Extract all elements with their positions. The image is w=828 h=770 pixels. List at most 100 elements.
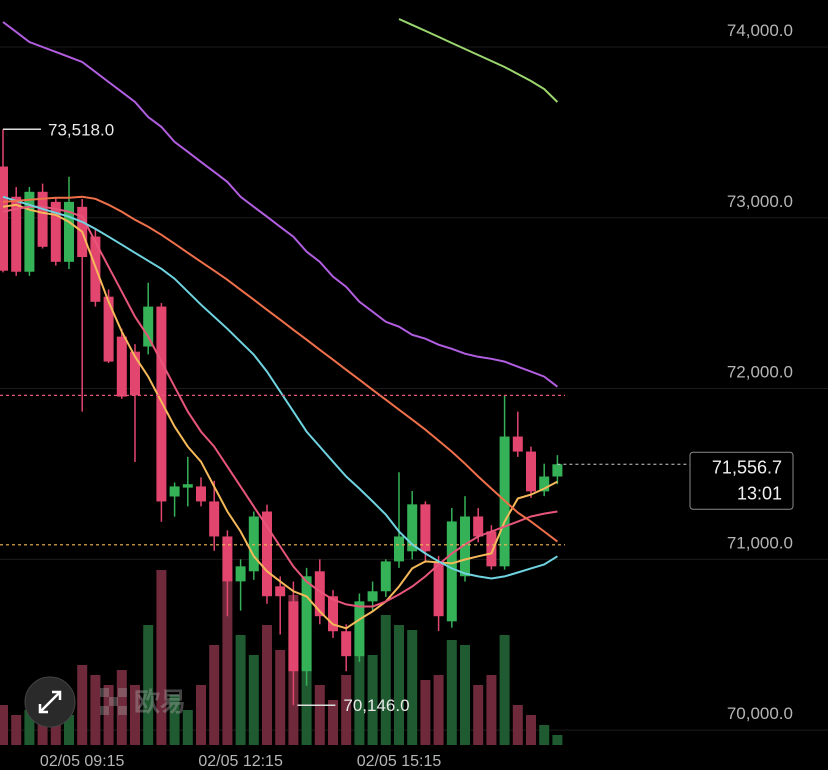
y-tick-label: 70,000.0: [727, 704, 793, 723]
candle-body: [420, 504, 431, 552]
candle-body: [50, 201, 61, 262]
volume-bar: [380, 615, 391, 745]
volume-bar: [156, 570, 167, 745]
volume-bar: [11, 715, 22, 745]
y-tick-label: 72,000.0: [727, 363, 793, 382]
volume-bar: [116, 670, 127, 745]
high-marker-label: 73,518.0: [48, 120, 114, 139]
candle-body: [275, 586, 286, 597]
candle-body: [301, 576, 312, 672]
volume-bar: [90, 675, 101, 745]
watermark-logo: [100, 688, 127, 715]
candle-body: [539, 476, 550, 492]
candle-body: [116, 336, 127, 397]
candle-body: [24, 191, 35, 272]
volume-bar: [37, 720, 48, 745]
candle-body: [169, 486, 180, 497]
volume-bar: [486, 675, 497, 745]
candle-body: [328, 596, 338, 632]
volume-bar: [196, 685, 206, 745]
volume-bar: [394, 625, 404, 745]
candle-body: [367, 591, 378, 602]
low-marker-label: 70,146.0: [343, 696, 409, 715]
candle-body: [288, 601, 299, 672]
candle-body: [433, 561, 444, 617]
ma-line: [398, 18, 559, 103]
volume-bar: [354, 635, 365, 745]
y-tick-label: 73,000.0: [727, 192, 793, 211]
candle-body: [235, 566, 246, 582]
volume-bar: [328, 700, 338, 745]
volume-bar: [367, 655, 378, 745]
volume-bar: [143, 625, 154, 745]
candle-body: [394, 536, 404, 562]
expand-button[interactable]: [24, 676, 76, 728]
ma-line: [2, 195, 558, 580]
overlay-layer: 73,518.0 70,146.0 71,556.7 13:01: [0, 120, 794, 715]
volume-bar: [512, 705, 523, 745]
x-tick-label: 02/05 15:15: [357, 753, 442, 770]
volume-bar: [222, 570, 233, 745]
volume-bar: [235, 635, 246, 745]
volume-bar: [433, 675, 444, 745]
x-tick-label: 02/05 12:15: [198, 753, 283, 770]
candle-body: [130, 351, 140, 396]
candle-body: [11, 196, 22, 272]
volume-bar: [314, 685, 325, 745]
volume-bar: [103, 685, 114, 745]
volume-bar: [209, 645, 220, 745]
volume-bar: [275, 650, 286, 745]
candle-body: [526, 451, 536, 492]
candle-body: [64, 201, 74, 262]
candle-body: [407, 504, 418, 552]
candle-body: [314, 571, 325, 617]
candle-body: [0, 166, 8, 271]
candle-body: [552, 464, 563, 477]
candle-body: [262, 511, 272, 597]
candle-body: [196, 486, 206, 502]
candle-body: [156, 306, 167, 502]
candle-body: [486, 531, 497, 567]
y-tick-label: 74,000.0: [727, 21, 793, 40]
volume-bar: [460, 645, 470, 745]
volume-bar: [130, 685, 140, 745]
candle-body: [209, 501, 220, 537]
countdown-label: 13:01: [737, 483, 782, 503]
candle-body: [460, 516, 470, 577]
volume-bar: [473, 685, 484, 745]
ma-line: [2, 203, 558, 630]
y-tick-label: 71,000.0: [727, 533, 793, 552]
volume-bar: [169, 695, 180, 745]
candle-body: [380, 561, 391, 592]
ma-line: [2, 195, 559, 543]
volume-bar: [262, 625, 272, 745]
watermark: 欧易: [134, 687, 186, 717]
current-price-box: [689, 451, 794, 510]
volume-bar: [407, 630, 418, 745]
candle-body: [354, 601, 365, 657]
candle-body: [473, 516, 484, 537]
candle-body: [222, 536, 233, 582]
volume-bar: [526, 715, 536, 745]
volume-bar: [420, 680, 431, 745]
volume-bar: [341, 675, 352, 745]
volume-bar: [0, 705, 8, 745]
candle-body: [182, 484, 193, 488]
volume-bar: [248, 655, 259, 745]
volume-bar: [24, 710, 35, 745]
candle-body: [512, 436, 523, 452]
candle-body: [37, 191, 48, 247]
x-tick-label: 02/05 09:15: [40, 753, 125, 770]
volume-bar: [499, 635, 510, 745]
volume-bar: [64, 715, 74, 745]
candle-body: [341, 631, 352, 657]
volume-bar: [552, 735, 563, 745]
volume-bar: [77, 665, 88, 745]
candle-body: [248, 516, 259, 572]
candle-body: [446, 521, 457, 622]
volume-bar: [182, 710, 193, 745]
volume-bar: [446, 640, 457, 745]
candle-body: [143, 306, 154, 347]
